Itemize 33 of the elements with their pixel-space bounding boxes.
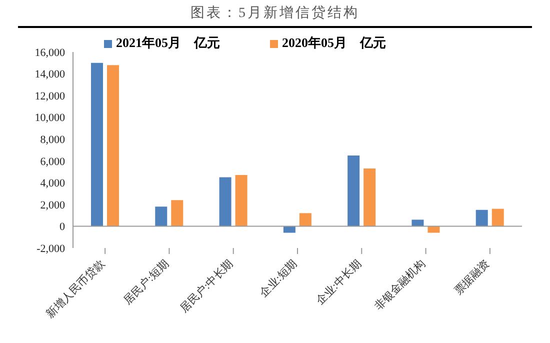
y-tick-label: 2,000 bbox=[40, 199, 66, 212]
x-tick-label: 非银金融机构 bbox=[372, 256, 428, 313]
y-tick-label: -2,000 bbox=[36, 242, 66, 255]
x-tick-label: 居民户:中长期 bbox=[177, 256, 236, 315]
y-tick-label: 14,000 bbox=[34, 68, 66, 81]
x-tick-label: 企业:中长期 bbox=[314, 256, 364, 308]
x-tick-label: 居民户:短期 bbox=[121, 256, 172, 308]
chart-title: 图表：5月新增信贷结构 bbox=[190, 4, 360, 22]
y-tick-label: 10,000 bbox=[34, 112, 66, 124]
bar bbox=[235, 175, 248, 226]
bar bbox=[107, 65, 119, 226]
bar bbox=[476, 210, 488, 226]
bar bbox=[219, 177, 232, 226]
x-tick-label: 新增人民币贷款 bbox=[44, 256, 108, 321]
legend-label: 2020年05月 亿元 bbox=[282, 35, 386, 50]
bar bbox=[171, 200, 184, 226]
bar bbox=[364, 168, 376, 226]
y-tick-label: 12,000 bbox=[34, 90, 66, 102]
bar bbox=[492, 208, 504, 226]
bar bbox=[428, 226, 440, 233]
x-tick-label: 票据融资 bbox=[452, 258, 492, 298]
bar bbox=[91, 62, 103, 226]
bar bbox=[348, 155, 360, 226]
y-tick-label: 16,000 bbox=[34, 46, 66, 59]
x-tick-label: 企业:短期 bbox=[257, 256, 300, 300]
bar bbox=[283, 226, 296, 233]
y-tick-label: 8,000 bbox=[40, 134, 66, 146]
bar bbox=[155, 206, 168, 226]
legend-label: 2021年05月 亿元 bbox=[116, 35, 220, 50]
bar bbox=[299, 213, 312, 226]
y-tick-label: 6,000 bbox=[40, 156, 66, 168]
y-tick-label: 0 bbox=[60, 221, 66, 234]
y-tick-label: 4,000 bbox=[40, 178, 66, 190]
